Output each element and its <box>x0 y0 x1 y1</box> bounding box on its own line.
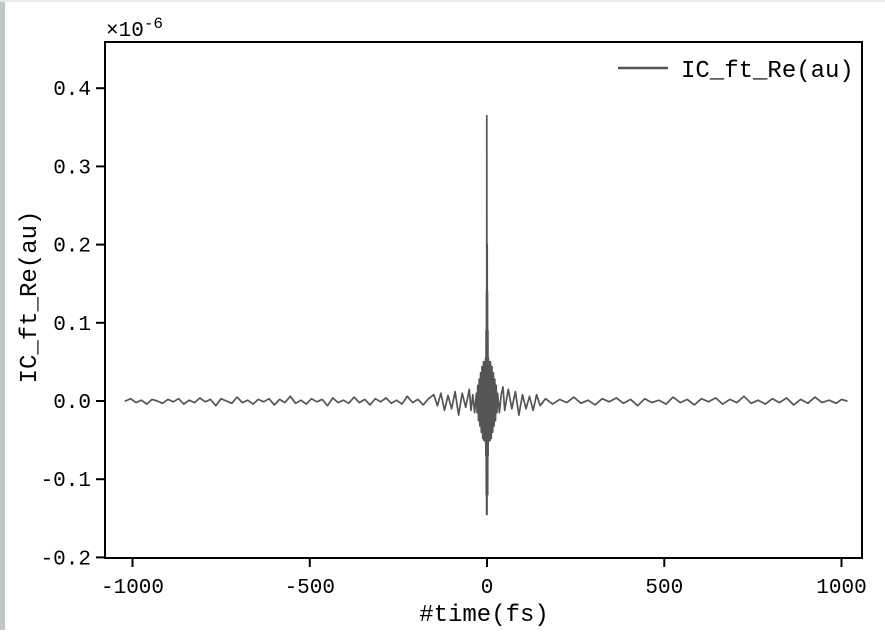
window-left-border <box>0 0 5 630</box>
signal-line <box>124 114 848 516</box>
window-top-border <box>0 0 885 2</box>
y-axis-offset-label: ×10-6 <box>106 15 163 43</box>
y-tick-label: -0.1 <box>41 470 91 493</box>
legend-entry-label: IC_ft_Re(au) <box>681 58 854 85</box>
y-tick-label: -0.2 <box>41 548 91 571</box>
legend: IC_ft_Re(au) <box>618 58 854 85</box>
plot-frame <box>104 41 863 559</box>
y-tick-label: 0.3 <box>53 157 91 180</box>
y-tick-label: 0.2 <box>53 236 91 259</box>
y-tick-label: 0.4 <box>53 79 91 102</box>
x-axis-label: #time(fs) <box>419 602 549 629</box>
x-axis-ticks <box>131 558 843 567</box>
y-tick-label: 0.1 <box>53 314 91 337</box>
x-tick-label: -1000 <box>101 577 164 600</box>
x-tick-label: 1000 <box>816 577 866 600</box>
x-tick-label: 0 <box>481 577 494 600</box>
y-axis-label: IC_ft_Re(au) <box>17 211 44 384</box>
x-tick-label: 500 <box>645 577 683 600</box>
x-tick-label: -500 <box>285 577 335 600</box>
y-axis-ticks <box>96 87 105 559</box>
y-tick-label: 0.0 <box>53 392 91 415</box>
x-axis-tick-labels: -1000 -500 0 500 1000 <box>101 577 867 600</box>
y-axis-tick-labels: 0.4 0.3 0.2 0.1 0.0 -0.1 -0.2 <box>41 79 91 571</box>
